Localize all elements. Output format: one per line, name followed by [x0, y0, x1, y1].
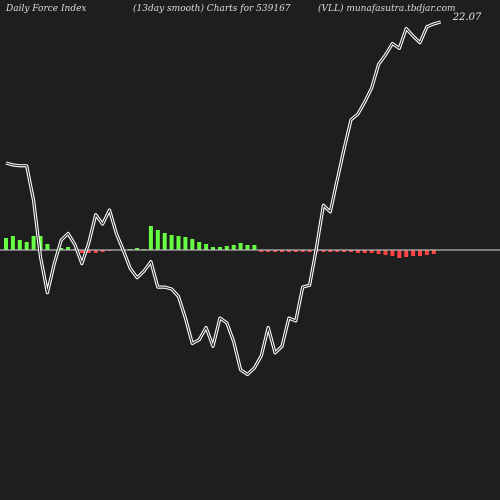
- force-bar: [397, 250, 402, 258]
- force-bar: [79, 250, 84, 253]
- force-bar: [224, 246, 229, 250]
- force-bar: [217, 247, 222, 250]
- force-bar: [245, 245, 250, 250]
- force-bar: [31, 236, 36, 250]
- header-middle-text: (13day smooth) Charts for 539167: [133, 4, 291, 14]
- force-bar: [93, 250, 98, 253]
- force-bar: [376, 250, 381, 254]
- force-bar: [190, 239, 195, 250]
- force-bar: [293, 250, 298, 252]
- force-bar: [100, 250, 105, 252]
- force-bar: [197, 242, 202, 250]
- force-bar: [176, 236, 181, 250]
- force-bar: [183, 237, 188, 250]
- force-bar: [135, 248, 140, 250]
- force-bar: [300, 250, 305, 252]
- last-value-label: 22.07: [452, 12, 482, 23]
- force-bar: [411, 250, 416, 256]
- bars-layer: [4, 226, 436, 258]
- force-bar: [383, 250, 388, 255]
- force-bar: [155, 230, 160, 250]
- force-bar: [59, 248, 64, 250]
- force-bar: [4, 238, 8, 250]
- force-bar: [342, 250, 347, 252]
- force-bar: [307, 250, 312, 252]
- force-bar: [362, 250, 367, 253]
- force-bar: [169, 235, 174, 250]
- force-bar: [24, 242, 29, 250]
- force-bar: [211, 247, 215, 250]
- force-bar: [390, 250, 395, 256]
- force-bar: [252, 245, 257, 250]
- force-bar: [355, 250, 360, 253]
- force-bar: [369, 250, 374, 253]
- force-bar: [349, 250, 353, 252]
- header-left-text: Daily Force Index: [6, 4, 87, 14]
- force-bar: [66, 247, 71, 250]
- line-layer: [5, 20, 442, 377]
- force-bar: [328, 250, 333, 252]
- force-bar: [431, 250, 436, 254]
- force-bar: [424, 250, 429, 255]
- force-index-line: [5, 21, 441, 375]
- force-bar: [418, 250, 422, 256]
- force-bar: [259, 250, 264, 252]
- header-right-text: (VLL) munafasutra.tbdjar.com: [318, 4, 456, 14]
- force-bar: [404, 250, 409, 257]
- force-bar: [266, 250, 271, 252]
- force-bar: [162, 233, 167, 250]
- force-bar: [86, 250, 91, 253]
- force-bar: [238, 243, 243, 250]
- force-bar: [335, 250, 340, 252]
- force-bar: [38, 236, 43, 250]
- force-bar: [231, 245, 236, 250]
- force-bar: [286, 250, 291, 252]
- force-bar: [148, 226, 153, 250]
- force-bar: [17, 240, 22, 250]
- force-bar: [280, 250, 284, 252]
- force-bar: [273, 250, 278, 252]
- force-bar: [321, 250, 326, 252]
- force-bar: [204, 244, 209, 250]
- force-bar: [45, 244, 50, 250]
- force-bar: [10, 236, 15, 250]
